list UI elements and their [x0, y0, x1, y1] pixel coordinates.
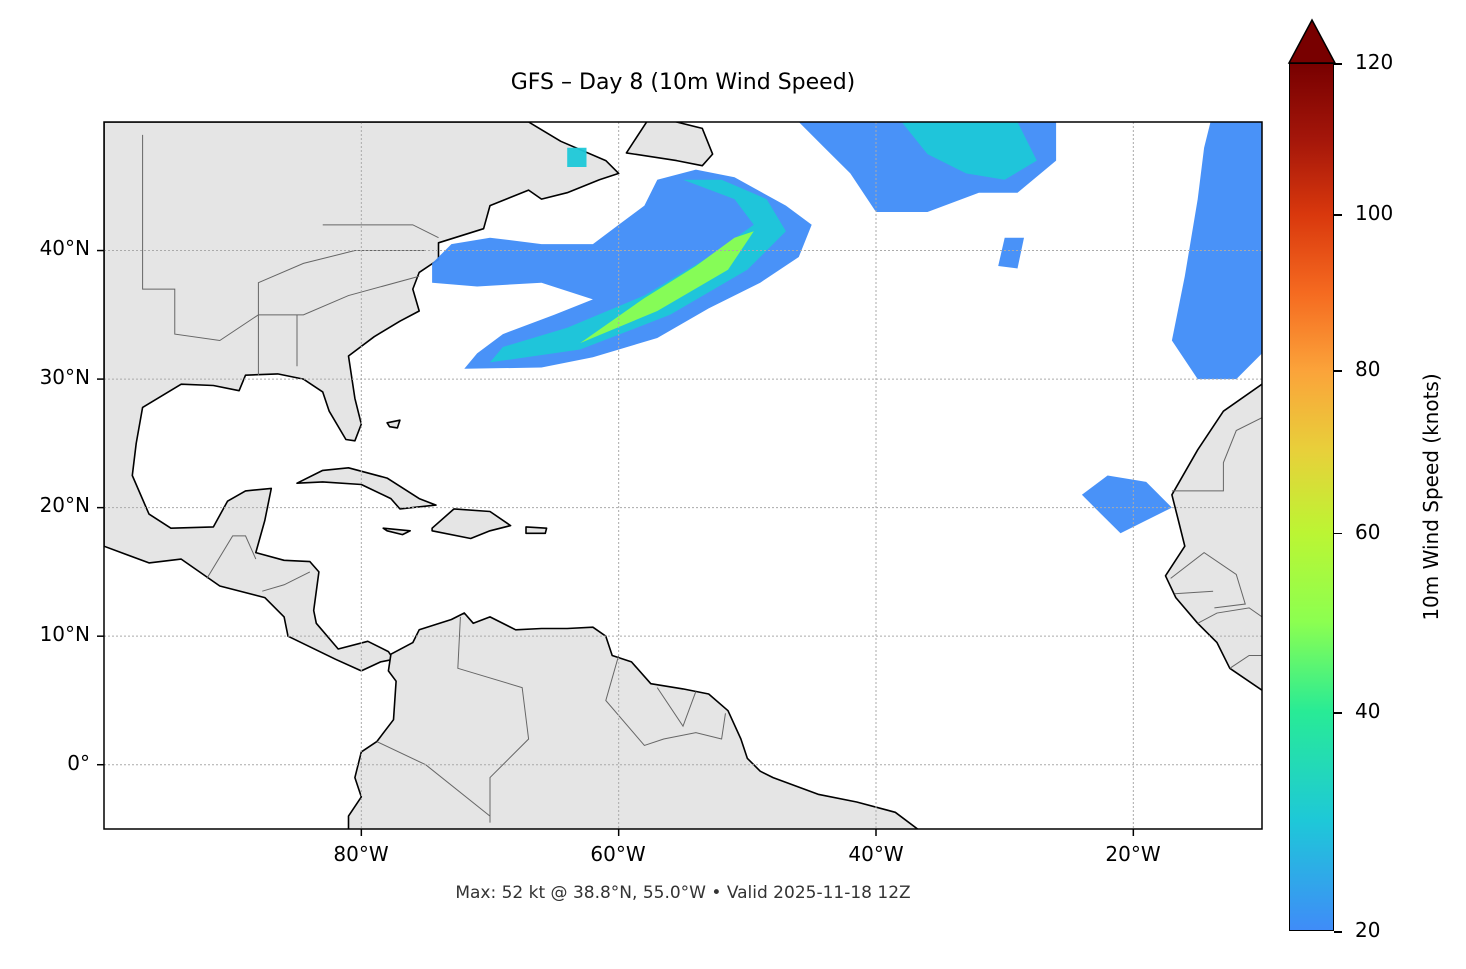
y-tick-label: 30°N: [39, 365, 90, 389]
country-border: [1170, 552, 1246, 609]
colorbar-tick-mark: [1334, 532, 1342, 535]
colorbar-tick-mark: [1334, 712, 1342, 714]
country-border: [605, 655, 726, 747]
map-frame: [103, 121, 1263, 830]
country-border: [206, 535, 257, 579]
country-border: [1171, 417, 1262, 492]
wind-region-main-swirl: [432, 169, 812, 369]
country-border: [1229, 654, 1262, 669]
land-hispaniola: [431, 508, 512, 540]
wind-region-north-central-core: [901, 122, 1037, 180]
y-tick-label: 10°N: [39, 622, 90, 646]
y-tick-label: 0°: [67, 751, 90, 775]
y-tick-label: 20°N: [39, 493, 90, 517]
land-puerto-rico: [525, 526, 548, 535]
x-tick-label: 40°W: [848, 842, 904, 866]
colorbar-tick-label: 80: [1355, 357, 1381, 382]
country-border: [656, 687, 697, 728]
land-jamaica: [382, 527, 412, 536]
wind-region-main-core: [490, 179, 786, 363]
colorbar-tick-mark: [1334, 63, 1342, 65]
land-newfoundland: [625, 122, 714, 167]
colorbar-label: 10m Wind Speed (knots): [1419, 373, 1443, 621]
x-tick-label: 60°W: [590, 842, 646, 866]
colorbar: [1289, 63, 1334, 931]
land-bahamas: [386, 419, 401, 429]
land-cuba: [296, 466, 437, 510]
y-tick-label: 40°N: [39, 236, 90, 260]
country-border: [1197, 607, 1262, 624]
wind-region-main-max: [580, 231, 754, 344]
colorbar-tick-mark: [1334, 931, 1342, 933]
country-border: [142, 134, 420, 342]
land-south-america: [347, 612, 919, 829]
country-border: [322, 224, 439, 239]
country-border: [1174, 590, 1214, 595]
colorbar-tick-label: 20: [1355, 918, 1381, 942]
colorbar-tick-label: 100: [1355, 201, 1394, 226]
wind-region-gulf-st-lawrence: [567, 147, 587, 167]
x-tick-label: 20°W: [1105, 842, 1161, 866]
colorbar-extend-arrow: [1287, 18, 1337, 64]
colorbar-tick-label: 120: [1355, 50, 1394, 74]
x-tick-label: 80°W: [333, 842, 389, 866]
land-africa: [1164, 383, 1262, 692]
colorbar-tick-mark: [1334, 370, 1342, 372]
colorbar-tick-label: 60: [1355, 519, 1381, 544]
country-border: [262, 571, 311, 592]
chart-title: GFS – Day 8 (10m Wind Speed): [510, 70, 856, 95]
wind-region-azores: [998, 237, 1024, 269]
colorbar-tick-label: 40: [1355, 699, 1381, 724]
max-info-footer: Max: 52 kt @ 38.8°N, 55.0°W • Valid 2025…: [455, 883, 911, 903]
map-layers: [104, 122, 1262, 829]
country-border: [457, 616, 530, 823]
colorbar-tick-mark: [1334, 214, 1342, 216]
land-north-central-america: [104, 122, 620, 672]
wind-region-cabo-verde: [1081, 475, 1172, 534]
country-border: [257, 250, 426, 376]
